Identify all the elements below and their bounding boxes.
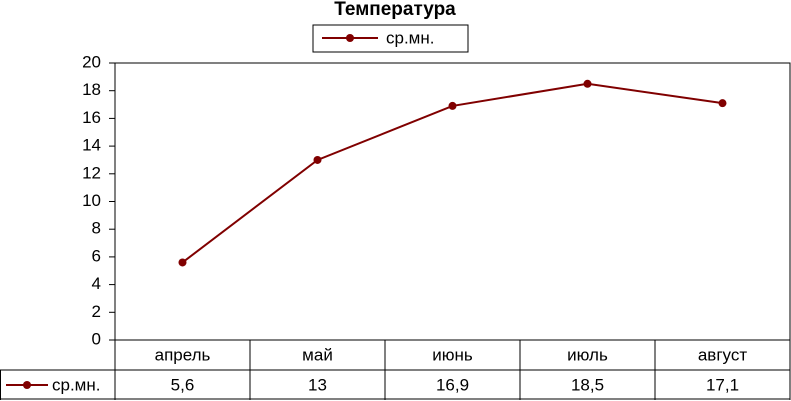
- marker: [313, 155, 322, 164]
- marker: [448, 101, 457, 110]
- table-value: 18,5: [571, 375, 604, 394]
- table-value: 17,1: [706, 375, 739, 394]
- marker: [718, 99, 727, 108]
- y-tick-label: 10: [82, 191, 101, 210]
- x-tick-label: апрель: [155, 345, 211, 364]
- y-tick-label: 8: [92, 219, 101, 238]
- x-tick-label: июнь: [432, 345, 473, 364]
- x-tick-label: август: [698, 345, 747, 364]
- line: [181, 82, 723, 264]
- legend-marker: [346, 34, 354, 42]
- marker: [583, 79, 592, 88]
- y-tick-label: 12: [82, 163, 101, 182]
- marker: [178, 258, 187, 267]
- x-tick-label: май: [302, 345, 333, 364]
- table-legend-marker: [23, 381, 31, 389]
- y-tick-label: 4: [92, 274, 101, 293]
- x-tick-label: июль: [567, 345, 608, 364]
- table-legend-label: ср.мн.: [52, 375, 100, 394]
- table-value: 5,6: [171, 375, 195, 394]
- y-tick-label: 18: [82, 80, 101, 99]
- table-value: 13: [308, 375, 327, 394]
- y-tick-label: 14: [82, 136, 101, 155]
- y-tick-label: 6: [92, 246, 101, 265]
- table-value: 16,9: [436, 375, 469, 394]
- y-tick-label: 20: [82, 52, 101, 71]
- y-tick-label: 0: [92, 329, 101, 348]
- chart-title: Температура: [334, 0, 456, 20]
- legend-label: ср.мн.: [386, 28, 434, 47]
- y-tick-label: 16: [82, 108, 101, 127]
- y-tick-label: 2: [92, 302, 101, 321]
